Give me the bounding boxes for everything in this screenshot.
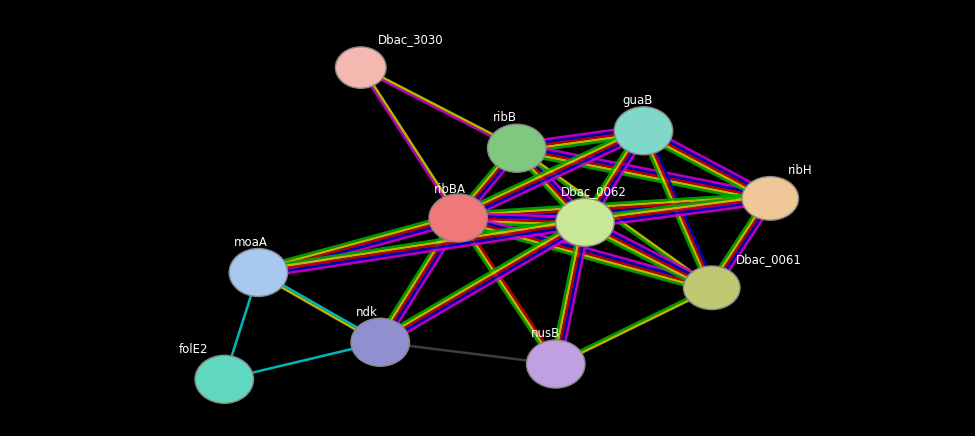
Ellipse shape (742, 177, 799, 220)
Text: Dbac_0061: Dbac_0061 (736, 253, 802, 266)
Text: moaA: moaA (234, 235, 268, 249)
Ellipse shape (195, 355, 254, 403)
Ellipse shape (683, 266, 740, 310)
Text: ribB: ribB (492, 111, 517, 124)
Text: Dbac_0062: Dbac_0062 (561, 185, 627, 198)
Ellipse shape (229, 249, 288, 296)
Ellipse shape (351, 318, 410, 366)
Ellipse shape (614, 107, 673, 155)
Ellipse shape (526, 340, 585, 388)
Text: ribBA: ribBA (434, 183, 466, 196)
Ellipse shape (488, 124, 546, 172)
Ellipse shape (429, 194, 488, 242)
Text: folE2: folE2 (178, 343, 208, 356)
Text: guaB: guaB (622, 94, 652, 107)
Text: nusB: nusB (531, 327, 561, 340)
Text: Dbac_3030: Dbac_3030 (378, 33, 444, 46)
Ellipse shape (556, 198, 614, 246)
Ellipse shape (335, 47, 386, 88)
Text: ribH: ribH (788, 164, 812, 177)
Text: ndk: ndk (356, 306, 377, 319)
